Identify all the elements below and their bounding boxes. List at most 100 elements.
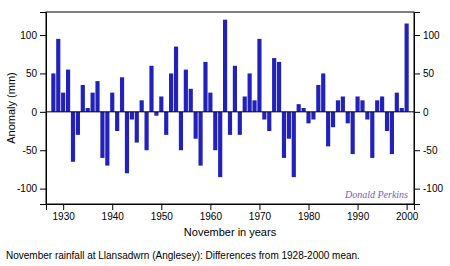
tick: -50: [23, 145, 46, 156]
bar: [370, 112, 374, 158]
bar: [223, 20, 227, 112]
bar: [145, 112, 149, 150]
bar: [257, 39, 261, 112]
tick: 1960: [200, 204, 223, 222]
bar: [262, 112, 266, 120]
tick-mark: [40, 35, 46, 36]
bar: [91, 93, 95, 112]
tick-label: 100: [423, 30, 440, 41]
zero-line: [46, 111, 414, 112]
tick-mark: [210, 204, 211, 210]
tick-label: 50: [423, 68, 435, 79]
bar: [169, 73, 173, 111]
tick-label: -50: [423, 145, 438, 156]
bar: [184, 70, 188, 112]
bar: [292, 112, 296, 177]
bar: [189, 89, 193, 112]
bar: [194, 112, 198, 139]
bar: [287, 112, 291, 139]
x-axis: 1930 1940 1950 1960 1970 1980 1990 2000: [47, 204, 419, 222]
bar: [385, 112, 389, 131]
tick-mark: [259, 204, 260, 210]
bar: [302, 108, 306, 112]
bar: [81, 85, 85, 112]
tick: -50: [414, 145, 438, 156]
bar: [56, 39, 60, 112]
chart: 1930 1940 1950 1960 1970 1980 1990 2000 -100 -50 0…: [0, 0, 450, 266]
bar: [120, 77, 124, 112]
tick-label: 0: [31, 107, 37, 118]
tick: 1930: [53, 204, 76, 222]
tick: 1970: [249, 204, 272, 222]
bar: [336, 100, 340, 112]
bar: [125, 112, 129, 173]
tick: 1990: [347, 204, 370, 222]
bar: [306, 112, 310, 124]
bar: [233, 66, 237, 112]
tick: 0: [31, 107, 46, 118]
bar: [174, 47, 178, 112]
tick-mark: [63, 204, 64, 210]
tick-mark: [414, 150, 420, 151]
bar: [395, 93, 399, 112]
tick-label: -100: [423, 183, 443, 194]
tick: -100: [17, 183, 46, 194]
tick-mark: [407, 204, 408, 210]
bar: [61, 93, 65, 112]
bar: [297, 104, 301, 112]
tick: 100: [20, 30, 46, 41]
tick-label: 1980: [298, 211, 321, 222]
bar: [311, 112, 315, 120]
tick-mark: [40, 73, 46, 74]
bar: [203, 62, 207, 112]
bar: [86, 108, 90, 112]
tick-label: 1930: [53, 211, 76, 222]
tick-label: 1940: [102, 211, 125, 222]
bar: [346, 112, 350, 124]
bar: [365, 112, 369, 120]
bar: [76, 112, 80, 135]
bar: [326, 112, 330, 147]
bar: [95, 81, 99, 112]
bar: [321, 73, 325, 111]
axis-line: [40, 13, 47, 205]
tick: 1940: [102, 204, 125, 222]
tick-mark: [414, 189, 420, 190]
tick-mark: [414, 112, 420, 113]
bar: [316, 85, 320, 112]
bar: [282, 112, 286, 158]
tick: 0: [414, 107, 429, 118]
bar: [390, 112, 394, 154]
bar: [66, 70, 70, 112]
bar: [140, 100, 144, 112]
bar: [243, 96, 247, 111]
tick-mark: [358, 204, 359, 210]
tick-label: 2000: [396, 211, 419, 222]
bar: [149, 66, 153, 112]
tick-mark: [112, 204, 113, 210]
tick: 2000: [396, 204, 419, 222]
tick-label: 50: [26, 68, 38, 79]
axis-line: [47, 205, 415, 211]
tick-mark: [40, 112, 46, 113]
bar: [179, 112, 183, 150]
tick: 50: [26, 68, 46, 79]
y2-axis: -100 -50 0 50 100: [414, 13, 443, 205]
y-axis: -100 -50 0 50 100: [17, 13, 47, 205]
tick-mark: [414, 73, 420, 74]
bar: [51, 73, 55, 111]
bar: [272, 58, 276, 112]
tick: 1950: [151, 204, 174, 222]
bar: [208, 93, 212, 112]
bar: [380, 96, 384, 111]
annotation: Donald Perkins: [344, 189, 408, 200]
tick-label: 1960: [200, 211, 223, 222]
tick-label: 0: [423, 107, 429, 118]
bar: [252, 100, 256, 112]
bar: [71, 112, 75, 162]
bar: [400, 108, 404, 112]
bar: [159, 96, 163, 111]
y-axis-title: Anomaly (mm): [5, 72, 17, 144]
tick-label: 1970: [249, 211, 272, 222]
bar: [198, 112, 202, 166]
